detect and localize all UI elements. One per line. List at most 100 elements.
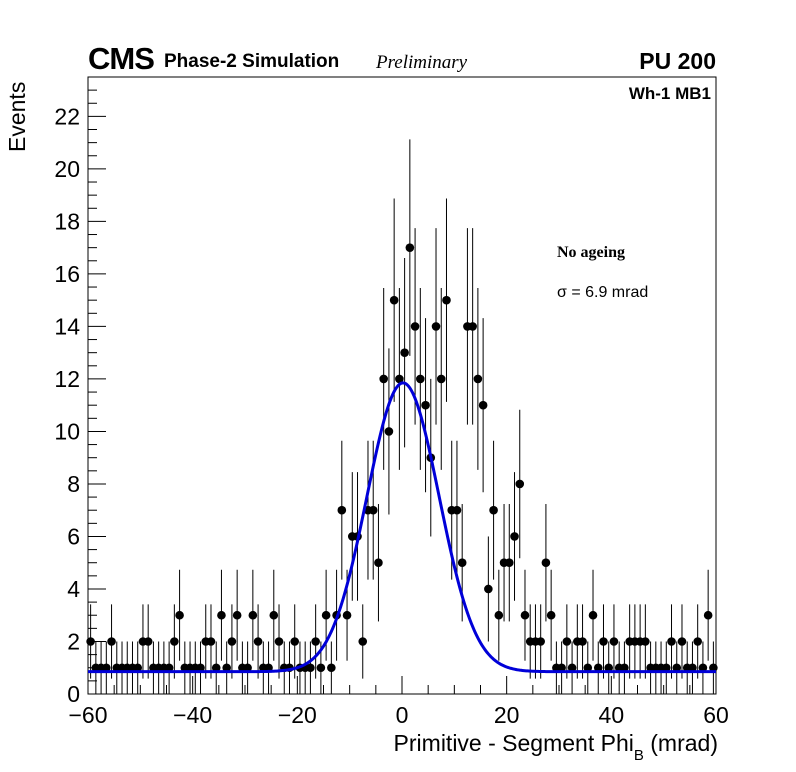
data-point	[494, 610, 504, 620]
data-point	[510, 532, 519, 541]
y-tick-label: 10	[54, 418, 80, 444]
data-point	[384, 427, 394, 436]
station-label: Wh-1 MB1	[628, 84, 711, 103]
sigma-label: σ = 6.9 mrad	[557, 284, 648, 302]
cms-label: CMS	[88, 41, 155, 76]
y-tick-label: 2	[67, 628, 80, 654]
data-point	[693, 637, 702, 646]
data-point	[504, 558, 514, 568]
x-tick-label: 40	[599, 702, 625, 728]
data-point	[374, 558, 383, 568]
data-point	[484, 584, 493, 594]
data-point	[541, 558, 551, 568]
data-point	[698, 663, 708, 673]
data-point	[196, 663, 205, 673]
data-point	[536, 637, 545, 646]
x-axis-title-unit: (mrad)	[643, 730, 718, 756]
x-axis-title-main: Primitive - Segment Phi	[393, 730, 634, 756]
data-point	[274, 637, 284, 646]
data-point	[709, 663, 718, 673]
data-point	[688, 663, 697, 673]
pileup-label: PU 200	[639, 48, 716, 74]
data-point	[661, 663, 671, 673]
data-point	[436, 374, 446, 384]
data-point	[578, 637, 587, 646]
y-tick-label: 0	[67, 681, 80, 707]
data-point	[703, 610, 713, 620]
y-tick-label: 4	[67, 576, 80, 602]
y-tick-label: 14	[54, 313, 80, 339]
x-tick-label: −40	[173, 702, 212, 728]
data-point	[593, 663, 603, 673]
data-point	[389, 295, 399, 305]
x-tick-label: 0	[396, 702, 409, 728]
data-point	[641, 637, 650, 646]
ageing-label: No ageing	[557, 244, 625, 261]
data-point	[609, 637, 619, 646]
data-point	[143, 637, 153, 646]
data-point	[217, 610, 226, 620]
x-tick-label: 60	[703, 702, 729, 728]
data-point	[290, 637, 300, 646]
data-point	[358, 637, 368, 646]
fit-curve	[88, 381, 716, 674]
x-tick-label: −20	[278, 702, 317, 728]
data-point	[248, 610, 258, 620]
data-point	[416, 374, 425, 384]
sigma-symbol: σ	[557, 284, 567, 301]
data-point	[102, 663, 111, 673]
data-point	[306, 663, 315, 673]
data-point	[405, 243, 415, 252]
data-point	[133, 663, 143, 673]
data-point	[583, 663, 593, 673]
data-point	[442, 295, 451, 305]
data-point	[170, 637, 179, 646]
y-tick-label: 12	[54, 366, 80, 392]
y-tick-label: 18	[54, 208, 80, 234]
y-tick-label: 20	[54, 156, 80, 182]
data-point	[520, 610, 530, 620]
data-point	[546, 610, 556, 620]
data-point	[604, 663, 614, 673]
data-point	[311, 637, 320, 646]
data-point	[421, 400, 430, 410]
plot-frame	[87, 76, 717, 695]
data-point	[222, 663, 231, 673]
simulation-label: Phase-2 Simulation	[164, 51, 340, 72]
data-point	[599, 637, 608, 646]
x-axis-title-sub: B	[633, 747, 644, 764]
sigma-value: = 6.9 mrad	[566, 284, 649, 301]
data-point	[478, 400, 488, 410]
x-tick-label: −60	[68, 702, 107, 728]
data-point	[457, 558, 467, 568]
data-point	[379, 374, 388, 384]
preliminary-label: Preliminary	[376, 52, 468, 73]
data-point	[452, 505, 462, 515]
y-tick-label: 22	[54, 103, 80, 129]
data-point	[164, 663, 174, 673]
data-point	[468, 322, 477, 331]
data-point	[489, 505, 498, 515]
y-tick-label: 8	[67, 471, 80, 497]
data-point	[395, 374, 404, 384]
data-point	[243, 663, 252, 673]
data-point	[327, 663, 336, 673]
data-point	[86, 637, 95, 646]
data-point	[227, 637, 237, 646]
data-point	[672, 663, 682, 673]
data-point	[588, 610, 598, 620]
data-point	[206, 637, 216, 646]
y-tick-label: 16	[54, 261, 80, 287]
data-point	[473, 374, 483, 384]
data-point	[515, 479, 525, 489]
data-point	[342, 610, 352, 620]
data-point	[321, 610, 331, 620]
data-point	[232, 610, 242, 620]
data-point	[677, 637, 687, 646]
data-point	[211, 663, 221, 673]
data-point	[620, 663, 629, 673]
x-axis-title: Primitive - Segment PhiB (mrad)	[394, 730, 718, 764]
data-point	[368, 505, 378, 515]
data-point	[316, 663, 326, 673]
